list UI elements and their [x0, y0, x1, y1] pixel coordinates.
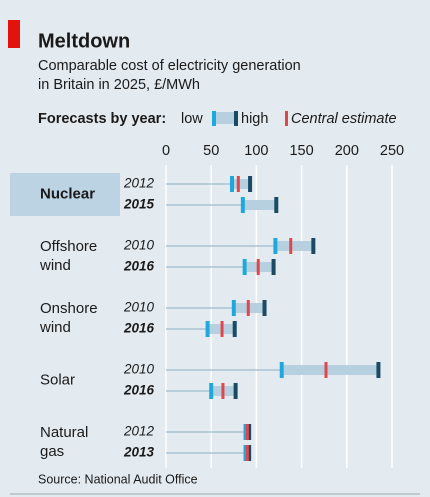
central-mark	[236, 176, 240, 192]
highlight	[10, 173, 120, 216]
high-mark	[247, 424, 252, 440]
x-tick-label: 150	[289, 143, 313, 159]
high-mark	[248, 176, 253, 192]
range-band	[275, 241, 314, 251]
high-mark	[233, 383, 238, 399]
category-label: Natural	[40, 424, 88, 441]
high-mark	[262, 300, 267, 316]
year-label: 2016	[123, 259, 155, 274]
year-label: 2012	[123, 424, 155, 439]
red-tab	[8, 20, 20, 48]
year-label: 2010	[123, 238, 155, 253]
legend-high-mark	[234, 111, 238, 126]
year-label: 2016	[123, 321, 155, 336]
x-tick-label: 200	[335, 143, 359, 159]
source: Source: National Audit Office	[38, 472, 198, 486]
legend-low: low	[181, 111, 203, 127]
legend-central: Central estimate	[291, 111, 397, 127]
low-mark	[243, 424, 248, 440]
year-label: 2013	[123, 445, 155, 460]
low-mark	[209, 383, 214, 399]
range-band	[281, 365, 379, 375]
central-mark	[221, 383, 225, 399]
year-label: 2012	[123, 176, 155, 191]
high-mark	[274, 197, 279, 213]
x-tick-label: 250	[380, 143, 404, 159]
low-mark	[242, 259, 247, 275]
low-mark	[229, 176, 234, 192]
central-mark	[246, 300, 250, 316]
category-label: wind	[39, 257, 71, 274]
low-mark	[240, 197, 245, 213]
year-label: 2010	[123, 362, 155, 377]
high-mark	[247, 445, 252, 461]
year-label: 2016	[123, 383, 155, 398]
low-mark	[205, 321, 210, 337]
category-label: Onshore	[40, 300, 98, 317]
low-mark	[279, 362, 284, 378]
legend-central-mark	[285, 111, 288, 126]
category-label: Solar	[40, 371, 75, 388]
range-band	[242, 200, 277, 210]
high-mark	[311, 238, 316, 254]
legend-band	[214, 112, 236, 124]
subtitle: in Britain in 2025, £/MWh	[38, 77, 200, 93]
subtitle: Comparable cost of electricity generatio…	[38, 58, 301, 74]
low-mark	[231, 300, 236, 316]
central-mark	[245, 445, 249, 461]
central-mark	[220, 321, 224, 337]
central-mark	[324, 362, 328, 378]
low-mark	[243, 445, 248, 461]
legend-high: high	[241, 111, 268, 127]
category-label: Offshore	[40, 238, 97, 255]
high-mark	[232, 321, 237, 337]
category-label: Nuclear	[40, 185, 95, 202]
x-tick-label: 100	[244, 143, 268, 159]
central-mark	[289, 238, 293, 254]
high-mark	[376, 362, 381, 378]
low-mark	[273, 238, 278, 254]
high-mark	[271, 259, 276, 275]
x-tick-label: 0	[162, 143, 170, 159]
legend-low-mark	[212, 111, 216, 126]
category-label: gas	[40, 443, 64, 460]
central-mark	[245, 424, 249, 440]
legend-heading: Forecasts by year:	[38, 111, 166, 127]
year-label: 2010	[123, 300, 155, 315]
x-tick-label: 50	[203, 143, 219, 159]
chart-title: Meltdown	[38, 30, 130, 52]
central-mark	[256, 259, 260, 275]
year-label: 2015	[123, 197, 155, 212]
category-label: wind	[39, 319, 71, 336]
range-band	[231, 179, 251, 189]
